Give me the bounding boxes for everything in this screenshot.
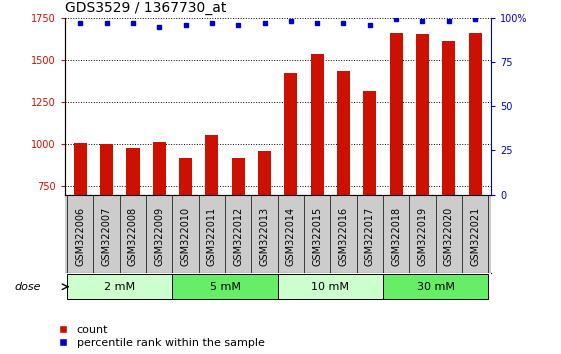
- FancyBboxPatch shape: [383, 274, 488, 299]
- Text: GSM322007: GSM322007: [102, 206, 112, 266]
- Text: GSM322015: GSM322015: [312, 206, 322, 266]
- Text: 5 mM: 5 mM: [210, 282, 241, 292]
- Bar: [73, 143, 87, 195]
- Text: GSM322008: GSM322008: [128, 206, 138, 266]
- Text: GSM322010: GSM322010: [181, 206, 191, 266]
- Text: GSM322011: GSM322011: [207, 206, 217, 266]
- Bar: [205, 135, 218, 195]
- Text: 30 mM: 30 mM: [417, 282, 454, 292]
- Text: 10 mM: 10 mM: [311, 282, 350, 292]
- Text: GSM322006: GSM322006: [75, 206, 85, 266]
- FancyBboxPatch shape: [172, 274, 278, 299]
- Legend: count, percentile rank within the sample: count, percentile rank within the sample: [59, 325, 264, 348]
- Text: GSM322009: GSM322009: [154, 206, 164, 266]
- FancyBboxPatch shape: [278, 274, 383, 299]
- Text: GSM322018: GSM322018: [391, 206, 401, 266]
- Text: GSM322020: GSM322020: [444, 206, 454, 266]
- Bar: [258, 151, 271, 195]
- Text: GSM322016: GSM322016: [338, 206, 348, 266]
- Bar: [100, 144, 113, 195]
- Bar: [126, 148, 140, 195]
- Text: dose: dose: [14, 282, 40, 292]
- Bar: [179, 159, 192, 195]
- Text: GSM322014: GSM322014: [286, 206, 296, 266]
- Text: GDS3529 / 1367730_at: GDS3529 / 1367730_at: [65, 1, 226, 15]
- FancyBboxPatch shape: [67, 274, 172, 299]
- Bar: [389, 33, 403, 195]
- Text: GSM322019: GSM322019: [417, 206, 427, 266]
- Text: GSM322012: GSM322012: [233, 206, 243, 266]
- Text: GSM322017: GSM322017: [365, 206, 375, 266]
- Bar: [363, 91, 376, 195]
- Bar: [337, 71, 350, 195]
- Text: GSM322021: GSM322021: [470, 206, 480, 266]
- Bar: [284, 73, 297, 195]
- Bar: [442, 41, 456, 195]
- Bar: [468, 33, 482, 195]
- Text: GSM322013: GSM322013: [260, 206, 269, 266]
- Bar: [232, 158, 245, 195]
- Text: 2 mM: 2 mM: [104, 282, 135, 292]
- Bar: [311, 54, 324, 195]
- Bar: [153, 142, 166, 195]
- Bar: [416, 34, 429, 195]
